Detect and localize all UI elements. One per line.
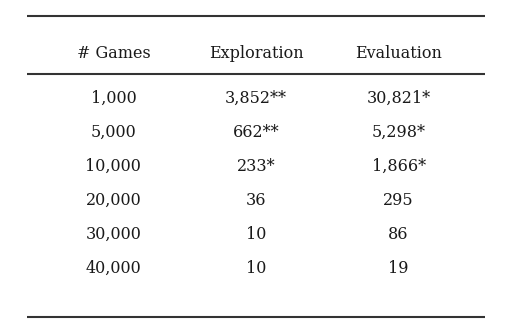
Text: 10: 10 bbox=[246, 259, 266, 276]
Text: 36: 36 bbox=[246, 192, 266, 209]
Text: 10: 10 bbox=[246, 226, 266, 243]
Text: 5,000: 5,000 bbox=[91, 124, 136, 141]
Text: # Games: # Games bbox=[76, 45, 151, 62]
Text: 295: 295 bbox=[383, 192, 414, 209]
Text: 10,000: 10,000 bbox=[86, 158, 141, 175]
Text: 19: 19 bbox=[388, 259, 409, 276]
Text: 30,821*: 30,821* bbox=[367, 90, 431, 107]
Text: 5,298*: 5,298* bbox=[372, 124, 425, 141]
Text: 86: 86 bbox=[388, 226, 409, 243]
Text: 20,000: 20,000 bbox=[86, 192, 141, 209]
Text: 1,866*: 1,866* bbox=[372, 158, 425, 175]
Text: 30,000: 30,000 bbox=[86, 226, 141, 243]
Text: Evaluation: Evaluation bbox=[355, 45, 442, 62]
Text: 1,000: 1,000 bbox=[91, 90, 136, 107]
Text: 662**: 662** bbox=[232, 124, 280, 141]
Text: 3,852**: 3,852** bbox=[225, 90, 287, 107]
Text: 40,000: 40,000 bbox=[86, 259, 141, 276]
Text: 233*: 233* bbox=[237, 158, 275, 175]
Text: Exploration: Exploration bbox=[209, 45, 303, 62]
